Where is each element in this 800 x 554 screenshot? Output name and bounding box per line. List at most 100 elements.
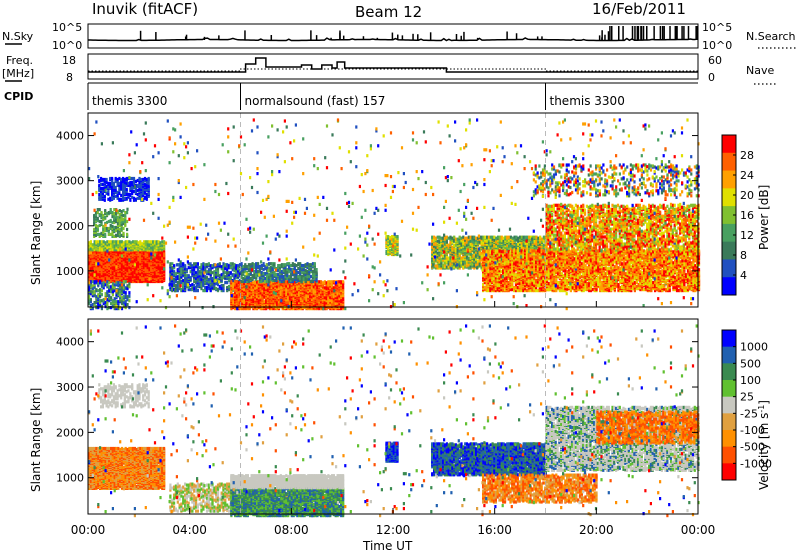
heatmap-cell bbox=[193, 271, 196, 275]
heatmap-cell bbox=[89, 280, 92, 284]
heatmap-cell bbox=[128, 299, 131, 303]
heatmap-cell bbox=[218, 274, 221, 278]
freq-label-line1: Freq. bbox=[6, 54, 33, 67]
heatmap-cell bbox=[105, 186, 108, 190]
heatmap-cell bbox=[247, 263, 250, 267]
heatmap-cell bbox=[129, 180, 132, 185]
heatmap-cell bbox=[147, 181, 150, 185]
heatmap-cell bbox=[105, 177, 108, 182]
heatmap-cell bbox=[108, 306, 111, 310]
heatmap-cell bbox=[161, 278, 164, 283]
heatmap-cell bbox=[104, 221, 107, 226]
heatmap-cell bbox=[88, 258, 91, 262]
heatmap-cell bbox=[150, 250, 153, 254]
heatmap-cell bbox=[143, 182, 147, 186]
heatmap-cell bbox=[93, 240, 96, 244]
heatmap-cell bbox=[94, 211, 98, 215]
heatmap-cell bbox=[105, 191, 108, 195]
heatmap-cell bbox=[122, 196, 125, 200]
heatmap-cell bbox=[141, 277, 144, 282]
heatmap-cell bbox=[111, 179, 114, 184]
heatmap-cell bbox=[102, 240, 105, 244]
heatmap-cell bbox=[100, 274, 103, 278]
heatmap-cell bbox=[139, 240, 142, 244]
heatmap-cell bbox=[100, 231, 103, 235]
heatmap-cell bbox=[122, 255, 125, 259]
heatmap-cell bbox=[100, 240, 103, 244]
heatmap-cell bbox=[101, 189, 104, 193]
heatmap-cell bbox=[89, 261, 92, 265]
heatmap-cell bbox=[110, 290, 113, 294]
heatmap-cell bbox=[100, 219, 103, 224]
heatmap-cell bbox=[98, 197, 101, 201]
heatmap-cell bbox=[157, 279, 160, 284]
heatmap-cell bbox=[140, 181, 143, 185]
heatmap-cell bbox=[112, 181, 115, 185]
heatmap-cell bbox=[127, 192, 130, 196]
heatmap-cell bbox=[142, 256, 146, 260]
heatmap-cell bbox=[100, 195, 103, 199]
heatmap-cell bbox=[148, 279, 151, 284]
heatmap-cell bbox=[222, 284, 225, 288]
heatmap-cell bbox=[139, 262, 142, 266]
heatmap-cell bbox=[224, 275, 227, 279]
heatmap-cell bbox=[266, 274, 269, 278]
heatmap-cell bbox=[297, 267, 300, 271]
heatmap-cell bbox=[120, 177, 123, 182]
heatmap-cell bbox=[117, 250, 120, 254]
heatmap-cell bbox=[104, 283, 107, 287]
heatmap-cell bbox=[100, 189, 103, 193]
heatmap-cell bbox=[291, 277, 294, 282]
heatmap-cell bbox=[145, 187, 148, 191]
heatmap-cell bbox=[128, 294, 131, 298]
heatmap-cell bbox=[128, 275, 131, 279]
heatmap-cell bbox=[89, 290, 92, 294]
heatmap-cell bbox=[112, 188, 115, 192]
heatmap-cell bbox=[145, 192, 148, 196]
heatmap-cell bbox=[182, 285, 185, 289]
heatmap-cell bbox=[145, 180, 148, 185]
heatmap-cell bbox=[93, 214, 96, 218]
heatmap-cell bbox=[111, 192, 114, 196]
heatmap-cell bbox=[103, 183, 106, 187]
cpid-segment-label: themis 3300 bbox=[92, 94, 167, 108]
heatmap-cell bbox=[153, 263, 157, 267]
heatmap-cell bbox=[117, 284, 120, 288]
heatmap-cell bbox=[120, 287, 124, 291]
heatmap-cell bbox=[131, 186, 134, 190]
heatmap-cell bbox=[143, 190, 147, 194]
heatmap-cell bbox=[95, 300, 98, 304]
heatmap-cell bbox=[284, 269, 287, 273]
heatmap-cell bbox=[126, 277, 129, 281]
heatmap-cell bbox=[138, 189, 141, 193]
heatmap-cell bbox=[114, 185, 117, 189]
heatmap-cell bbox=[99, 288, 102, 292]
heatmap-cell bbox=[96, 216, 99, 221]
heatmap-cell bbox=[108, 240, 111, 244]
heatmap-cell bbox=[229, 276, 232, 280]
heatmap-cell bbox=[100, 193, 103, 197]
heatmap-cell bbox=[141, 242, 144, 246]
heatmap-cell bbox=[114, 194, 117, 198]
heatmap-cell bbox=[108, 285, 111, 289]
heatmap-cell bbox=[107, 232, 110, 236]
heatmap-cell bbox=[184, 264, 187, 268]
heatmap-cell bbox=[159, 273, 162, 277]
heatmap-cell bbox=[145, 197, 148, 201]
heatmap-cell bbox=[122, 186, 125, 190]
heatmap-cell bbox=[133, 268, 136, 272]
heatmap-cell bbox=[127, 183, 130, 187]
heatmap-cell bbox=[123, 191, 126, 195]
heatmap-cell bbox=[142, 268, 146, 272]
heatmap-cell bbox=[93, 230, 96, 234]
heatmap-cell bbox=[93, 221, 96, 226]
heatmap-cell bbox=[125, 192, 128, 196]
heatmap-cell bbox=[93, 227, 96, 232]
heatmap-cell bbox=[129, 186, 132, 190]
heatmap-cell bbox=[145, 177, 148, 182]
heatmap-cell bbox=[129, 188, 132, 192]
heatmap-cell bbox=[107, 184, 110, 188]
heatmap-cell bbox=[117, 300, 120, 304]
heatmap-cell bbox=[278, 264, 282, 268]
heatmap-cell bbox=[115, 291, 118, 295]
